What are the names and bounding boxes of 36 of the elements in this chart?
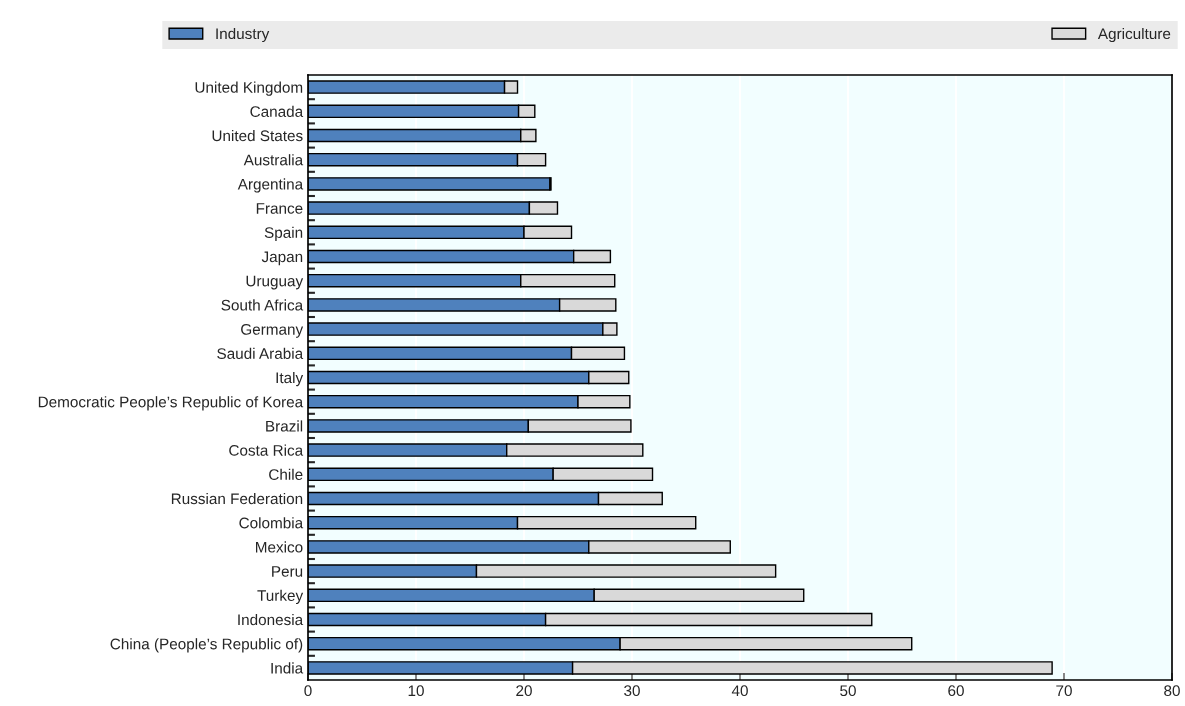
y-tick-label: Spain [264,226,303,242]
y-tick-label: South Africa [221,299,304,311]
x-tick-label: 0 [304,685,312,697]
y-tick-label: Japan [261,251,303,266]
y-tick-label: Australia [243,154,304,166]
y-tick-label: Uruguay [246,275,304,290]
y-tick-label: Saudi Arabia [217,347,304,359]
y-tick-label: Indonesia [238,613,304,626]
y-tick-label: India [271,662,304,674]
legend-label: Agriculture [1097,27,1171,43]
y-tick-label: Chile [269,468,303,480]
y-tick-label: Colombia [239,517,304,529]
x-tick-label: 30 [624,685,640,697]
x-tick-label: 60 [948,685,964,697]
y-tick-label: Turkey [257,589,304,605]
y-tick-label: China (People’s Republic of) [110,638,303,653]
y-tick-label: France [256,203,303,214]
y-tick-label: Costa Rica [229,444,304,456]
x-tick-label: 70 [1056,685,1072,697]
y-tick-label: United Kingdom [195,81,303,96]
y-tick-label: Argentina [237,178,304,193]
y-tick-label: Germany [241,323,304,338]
y-tick-label: Brazil [266,420,303,432]
x-tick-label: 50 [840,685,856,697]
y-tick-label: Mexico [256,541,303,553]
y-tick-label: Canada [250,105,304,117]
y-tick-label: Italy [276,371,304,387]
x-tick-label: 10 [408,685,424,697]
y-tick-label: Russian Federation [171,492,303,505]
y-tick-label: Democratic People’s Republic of Korea [38,396,304,411]
y-tick-label: Peru [272,566,303,577]
x-tick-label: 40 [731,685,748,697]
x-tick-label: 80 [1164,685,1180,697]
y-tick-label: United States [212,129,303,142]
x-tick-label: 20 [516,685,532,697]
legend-label: Industry [216,27,270,43]
